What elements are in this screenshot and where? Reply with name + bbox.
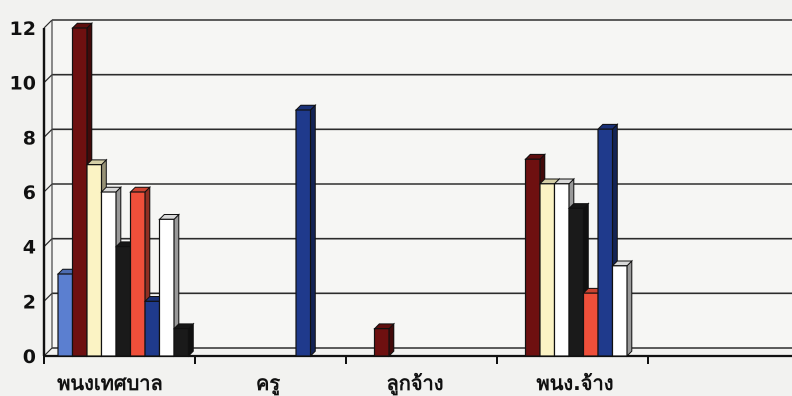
x-category-label: พนง.จ้าง	[537, 371, 614, 395]
gridline-depth	[43, 238, 53, 248]
y-tick-label: 0	[23, 346, 36, 368]
y-tick-label: 6	[23, 182, 36, 204]
bar	[172, 322, 195, 358]
y-tick-label: 8	[23, 127, 36, 149]
gridline-depth	[43, 74, 53, 84]
gridline-depth	[43, 19, 53, 29]
bar	[611, 259, 634, 358]
gridline-depth	[43, 347, 53, 357]
labels: 0 2 4 6 8 10 12 พนงเทศบาล ครู ลูกจ้าง พนง.จ้าง	[10, 18, 614, 396]
gridline-depth	[43, 128, 53, 138]
y-tick-label: 4	[23, 237, 36, 259]
x-category-label: ลูกจ้าง	[386, 371, 443, 396]
y-tick-label: 12	[10, 18, 36, 40]
y-tick-label: 10	[10, 73, 36, 95]
bar	[294, 103, 317, 358]
gridline-depth	[43, 183, 53, 193]
bars	[56, 21, 634, 358]
bar	[158, 213, 181, 358]
y-tick-label: 2	[23, 291, 36, 313]
x-category-label: พนงเทศบาล	[57, 371, 163, 395]
gridline-depth	[43, 292, 53, 302]
bar	[373, 322, 396, 358]
x-category-label: ครู	[256, 371, 280, 396]
